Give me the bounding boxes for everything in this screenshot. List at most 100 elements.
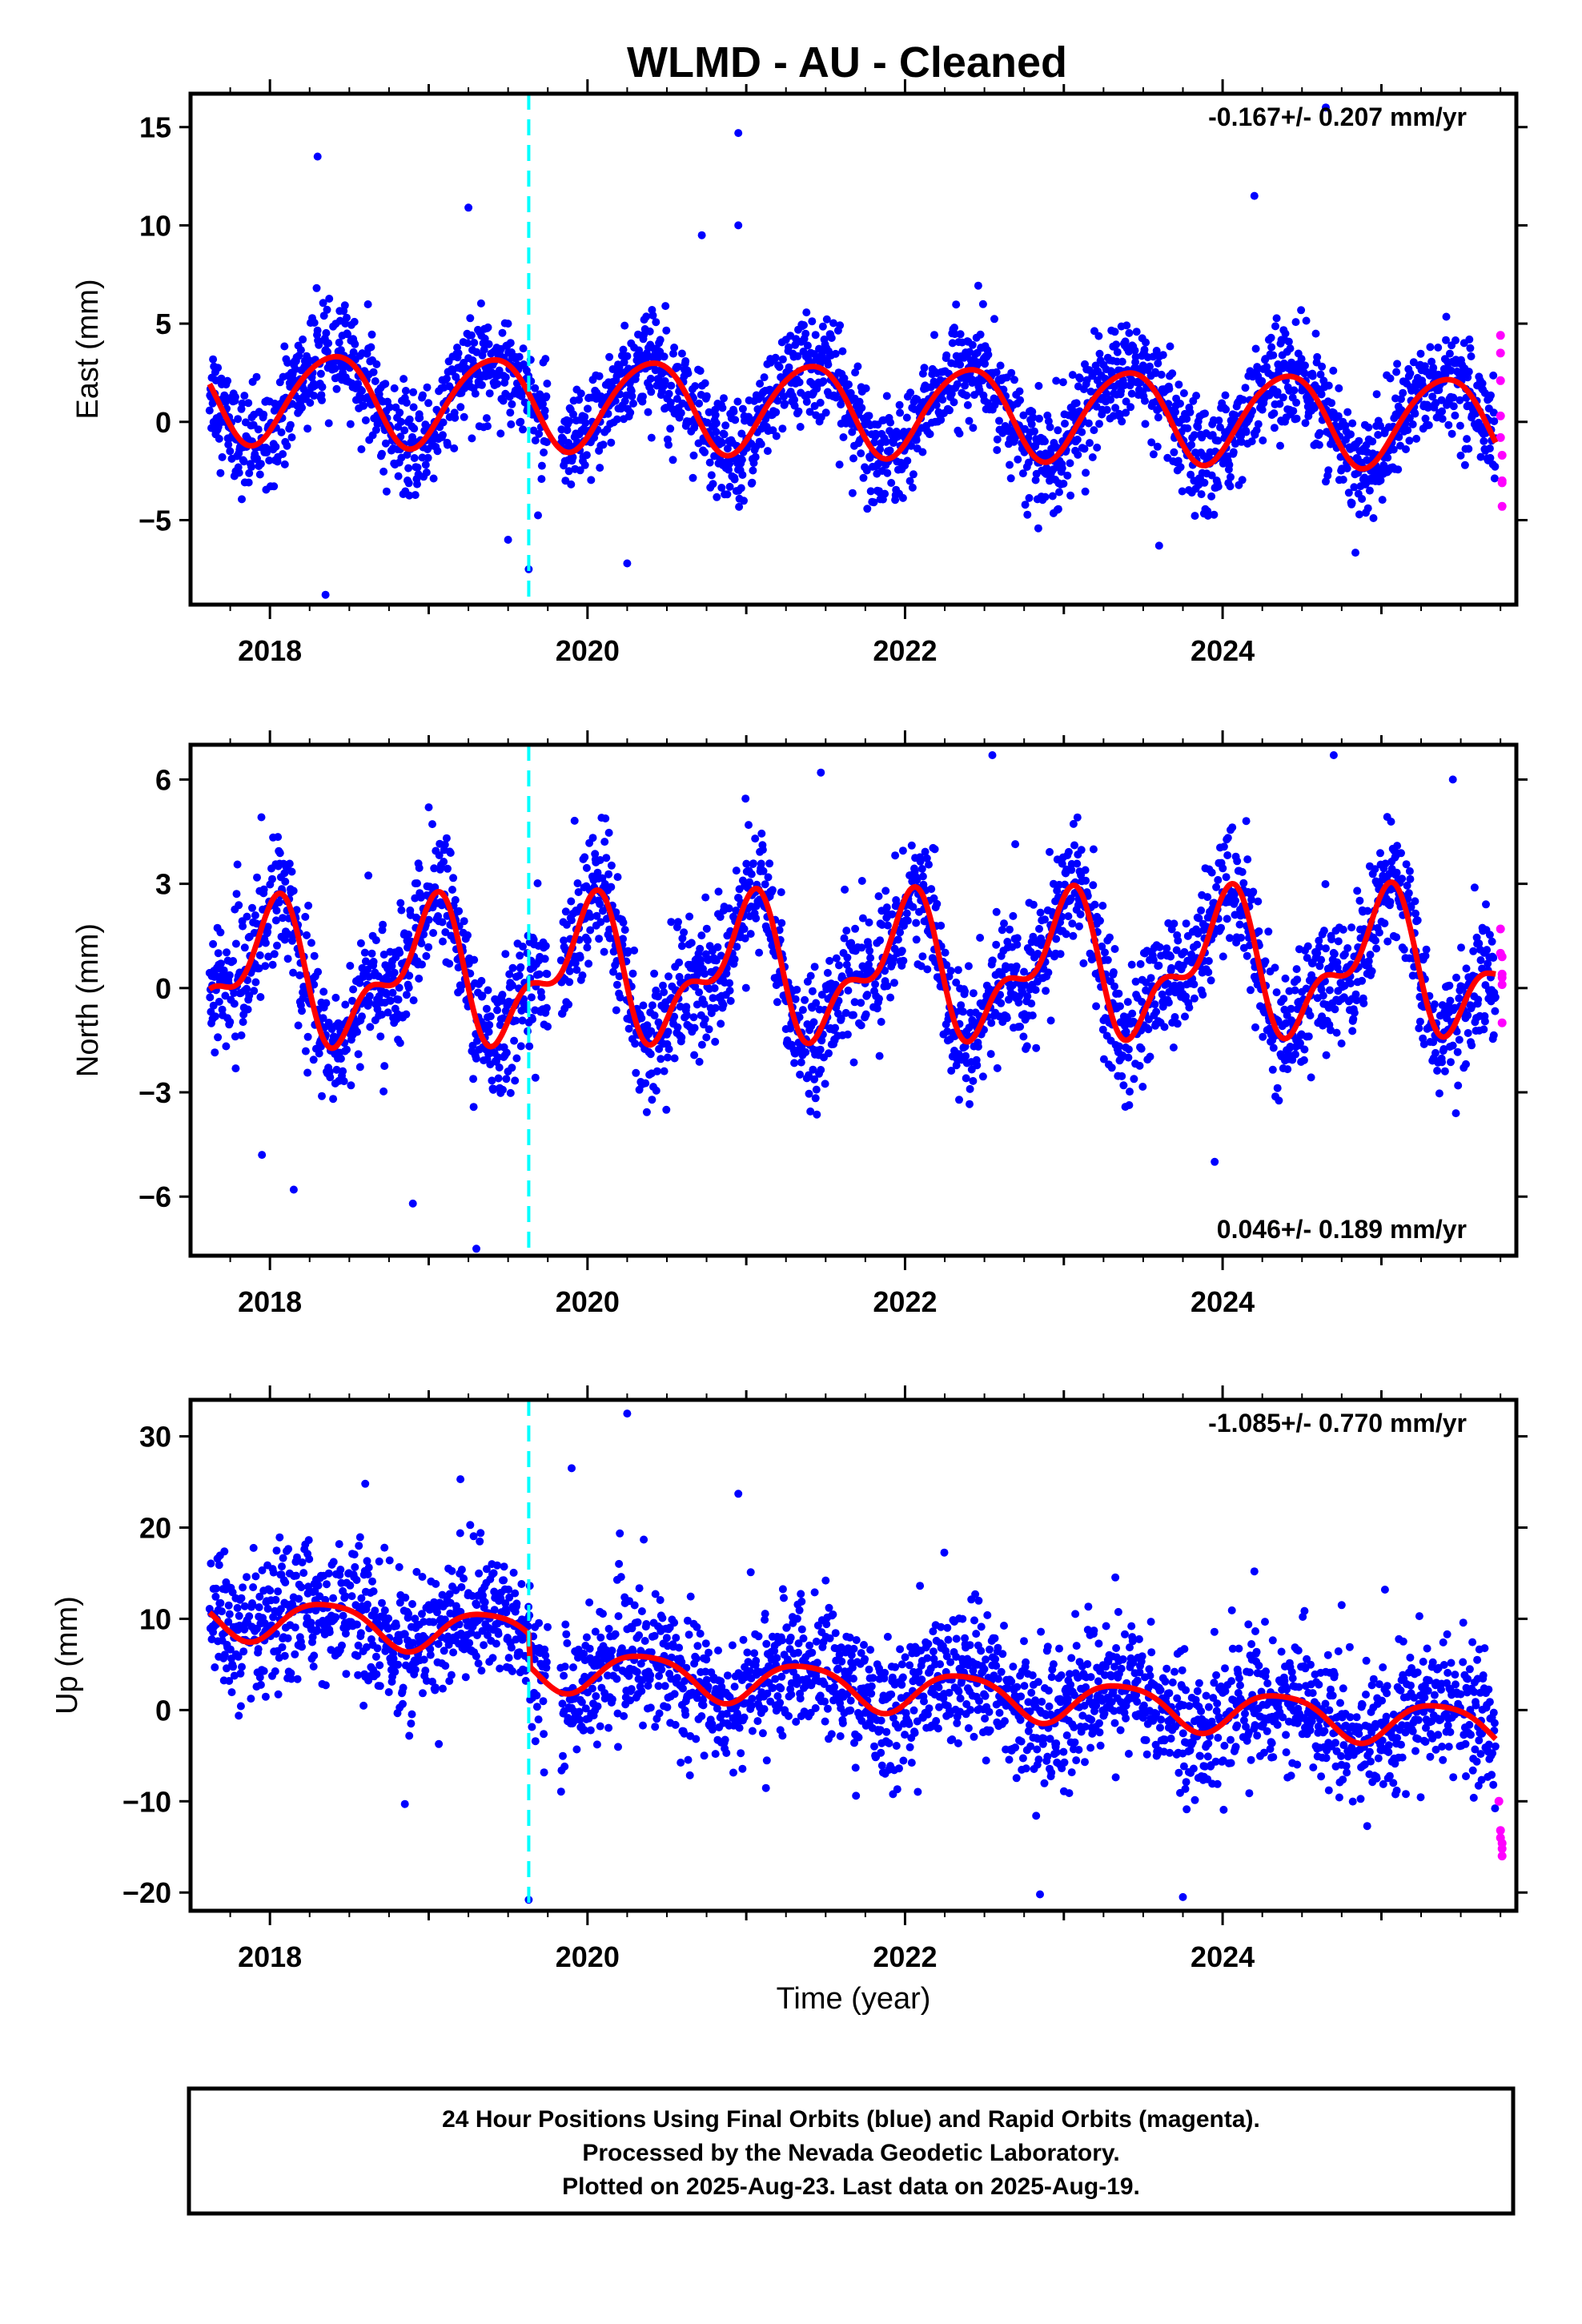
final-orbit-point — [533, 879, 542, 887]
final-orbit-point — [952, 300, 961, 309]
final-orbit-point — [421, 460, 430, 469]
final-orbit-point — [339, 1077, 348, 1086]
final-orbit-point — [582, 863, 591, 872]
final-orbit-point — [947, 1067, 956, 1075]
final-orbit-point — [519, 425, 527, 434]
final-orbit-point — [265, 456, 274, 464]
final-orbit-point — [506, 408, 515, 417]
final-orbit-point — [1358, 495, 1367, 503]
final-orbit-point — [1122, 321, 1131, 330]
final-orbit-point — [858, 914, 867, 923]
final-orbit-point — [1405, 436, 1414, 445]
final-orbit-point — [298, 1007, 306, 1015]
final-orbit-point — [310, 980, 319, 989]
final-orbit-point — [619, 919, 628, 927]
final-orbit-point — [851, 368, 860, 377]
final-orbit-point — [1254, 420, 1263, 428]
final-orbit-point — [542, 1003, 551, 1012]
final-orbit-point — [319, 1014, 327, 1023]
final-orbit-point — [1355, 510, 1363, 519]
final-orbit-point — [405, 415, 414, 424]
final-orbit-point — [464, 203, 473, 212]
final-orbit-point — [800, 321, 808, 329]
final-orbit-point — [725, 987, 734, 995]
final-orbit-point — [519, 943, 527, 951]
final-orbit-point — [1061, 420, 1069, 428]
final-orbit-point — [666, 424, 675, 433]
final-orbit-point — [325, 295, 334, 303]
final-orbit-point — [843, 1030, 852, 1039]
final-orbit-point — [580, 460, 589, 469]
final-orbit-point — [411, 491, 420, 500]
final-orbit-point — [1186, 408, 1195, 416]
final-orbit-point — [442, 834, 451, 842]
final-orbit-point — [564, 467, 573, 476]
final-orbit-point — [885, 446, 894, 455]
final-orbit-point — [586, 912, 595, 921]
final-orbit-point — [1160, 1023, 1169, 1031]
final-orbit-point — [832, 954, 841, 963]
final-orbit-point — [916, 857, 925, 866]
final-orbit-point — [280, 869, 289, 878]
final-orbit-point — [1054, 426, 1062, 435]
final-orbit-point — [763, 447, 772, 456]
final-orbit-point — [842, 960, 851, 969]
final-orbit-point — [843, 953, 852, 962]
final-orbit-point — [1273, 388, 1282, 396]
final-orbit-point — [1044, 968, 1053, 977]
final-orbit-point — [1334, 412, 1343, 420]
final-orbit-point — [294, 1021, 303, 1030]
final-orbit-point — [996, 361, 1005, 370]
final-orbit-point — [946, 967, 955, 975]
final-orbit-point — [488, 1076, 496, 1085]
final-orbit-point — [1190, 980, 1199, 989]
final-orbit-point — [667, 381, 676, 390]
final-orbit-point — [250, 987, 259, 995]
final-orbit-point — [1035, 924, 1043, 933]
final-orbit-point — [1203, 893, 1212, 902]
final-orbit-point — [777, 888, 785, 897]
final-orbit-point — [273, 941, 281, 950]
final-orbit-point — [1013, 934, 1022, 943]
final-orbit-point — [1368, 437, 1377, 446]
final-orbit-point — [584, 936, 592, 945]
final-orbit-point — [903, 916, 912, 925]
final-orbit-point — [1363, 504, 1372, 513]
final-orbit-point — [1122, 408, 1130, 417]
final-orbit-point — [581, 419, 590, 428]
final-orbit-point — [1178, 487, 1186, 496]
final-orbit-point — [628, 969, 637, 978]
final-orbit-point — [1222, 873, 1231, 882]
final-orbit-point — [908, 483, 917, 492]
final-orbit-point — [1028, 1011, 1037, 1019]
final-orbit-point — [865, 960, 873, 969]
final-orbit-point — [713, 943, 722, 951]
final-orbit-point — [1243, 951, 1251, 960]
final-orbit-point — [489, 1084, 498, 1093]
final-orbit-point — [1203, 512, 1212, 520]
final-orbit-point — [339, 1067, 347, 1076]
final-orbit-point — [818, 322, 827, 331]
final-orbit-point — [235, 901, 243, 910]
final-orbit-point — [702, 924, 711, 933]
final-orbit-point — [1118, 1072, 1126, 1080]
final-orbit-point — [892, 896, 901, 904]
final-orbit-point — [823, 968, 832, 977]
final-orbit-point — [1138, 1083, 1147, 1091]
final-orbit-point — [690, 1051, 699, 1059]
final-orbit-point — [1315, 428, 1324, 437]
final-orbit-point — [1372, 390, 1381, 399]
final-orbit-point — [1052, 935, 1061, 943]
final-orbit-point — [871, 429, 880, 438]
final-orbit-point — [745, 878, 754, 887]
final-orbit-point — [565, 967, 574, 975]
final-orbit-point — [600, 838, 609, 846]
final-orbit-point — [646, 374, 655, 383]
final-orbit-point — [303, 424, 312, 433]
final-orbit-point — [992, 940, 1001, 949]
final-orbit-point — [223, 376, 232, 385]
final-orbit-point — [863, 991, 872, 999]
final-orbit-point — [738, 471, 747, 479]
final-orbit-point — [842, 927, 851, 935]
